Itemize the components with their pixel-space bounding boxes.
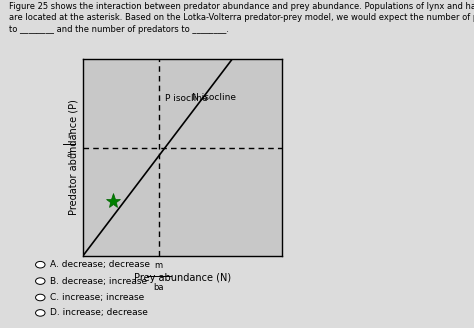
Text: C. increase; increase: C. increase; increase [50, 293, 144, 302]
Text: a: a [66, 150, 72, 158]
Text: D. increase; decrease: D. increase; decrease [50, 308, 147, 318]
Text: B. decrease; increase: B. decrease; increase [50, 277, 147, 286]
Text: N isocline: N isocline [192, 93, 237, 102]
Text: Figure 25 shows the interaction between predator abundance and prey abundance. P: Figure 25 shows the interaction between … [9, 2, 474, 10]
Text: m: m [155, 261, 163, 270]
Text: are located at the asterisk. Based on the Lotka-Volterra predator-prey model, we: are located at the asterisk. Based on th… [9, 13, 474, 22]
Text: r: r [67, 131, 71, 140]
Text: A. decrease; decrease: A. decrease; decrease [50, 260, 150, 269]
Text: to ________ and the number of predators to ________.: to ________ and the number of predators … [9, 25, 229, 33]
Text: ba: ba [154, 283, 164, 292]
Text: P isocline: P isocline [164, 94, 207, 103]
Y-axis label: Predator abundance (P): Predator abundance (P) [69, 99, 79, 215]
X-axis label: Prey abundance (N): Prey abundance (N) [134, 273, 231, 282]
